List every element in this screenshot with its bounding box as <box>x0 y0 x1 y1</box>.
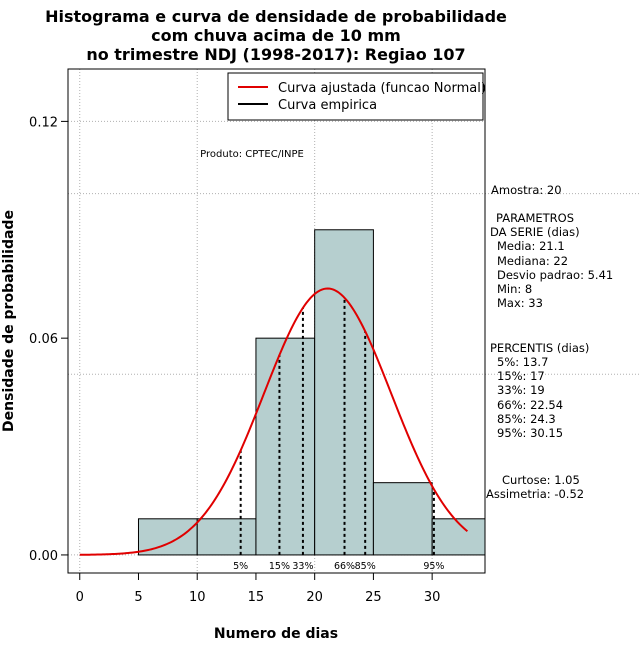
histogram-bar-4 <box>372 482 433 556</box>
skewness: Assimetria: -0.52 <box>486 487 584 501</box>
param-max: Max: 33 <box>497 296 543 310</box>
chart-title-line-1: Histograma e curva de densidade de proba… <box>45 7 507 26</box>
chart-title-line-3: no trimestre NDJ (1998-2017): Regiao 107 <box>86 45 465 64</box>
percentile-15: 15%: 17 <box>497 369 545 383</box>
percentile-85: 85%: 24.3 <box>497 412 556 426</box>
x-axis: 0 5 10 15 20 25 30 <box>76 572 441 605</box>
percentiles-header: PERCENTIS (dias) <box>490 341 589 355</box>
percentile-lines <box>239 297 435 555</box>
percentile-label-1: 15% <box>269 561 290 572</box>
percentile-95: 95%: 30.15 <box>497 426 563 440</box>
y-tick-label-1: 0.06 <box>29 332 58 347</box>
percentile-label-5: 95% <box>423 561 444 572</box>
histogram-bar-1 <box>196 518 257 556</box>
percentile-label-4: 85% <box>355 561 376 572</box>
normal-fit-curve <box>79 287 469 556</box>
percentile-label-3: 66% <box>334 561 355 572</box>
x-tick-label-6: 30 <box>424 590 441 605</box>
histogram-bar-0 <box>137 518 198 556</box>
params-header-1: PARAMETROS <box>496 211 574 225</box>
percentile-5: 5%: 13.7 <box>497 355 548 369</box>
legend-box <box>227 72 484 121</box>
params-header-2: DA SERIE (dias) <box>490 225 580 239</box>
x-tick-label-3: 15 <box>248 590 265 605</box>
legend: Curva ajustada (funcao Normal) Curva emp… <box>227 72 486 121</box>
chart-title-line-2: com chuva acima de 10 mm <box>151 26 401 45</box>
legend-label-fit: Curva ajustada (funcao Normal) <box>278 81 486 96</box>
stats-panel: Amostra: 20 PARAMETROS DA SERIE (dias) M… <box>486 183 613 501</box>
y-axis-label: Densidade de probabilidade <box>1 210 17 432</box>
x-tick-label-5: 25 <box>365 590 382 605</box>
x-tick-label-1: 5 <box>134 590 142 605</box>
x-tick-label-4: 20 <box>306 590 323 605</box>
kurtosis: Curtose: 1.05 <box>502 473 580 487</box>
param-min: Min: 8 <box>497 282 532 296</box>
x-axis-label: Numero de dias <box>214 626 338 642</box>
x-tick-label-2: 10 <box>189 590 206 605</box>
x-tick-label-0: 0 <box>76 590 84 605</box>
percentile-label-0: 5% <box>233 561 248 572</box>
percentile-66: 66%: 22.54 <box>497 398 563 412</box>
histogram-bar-2 <box>255 337 316 556</box>
y-tick-label-0: 0.00 <box>29 549 58 564</box>
normal-curve-layer <box>79 287 469 556</box>
legend-label-empirical: Curva empirica <box>278 98 377 113</box>
product-annotation: Produto: CPTEC/INPE <box>200 149 304 160</box>
percentile-33: 33%: 19 <box>497 383 545 397</box>
param-sd: Desvio padrao: 5.41 <box>497 268 613 282</box>
sample-size: Amostra: 20 <box>491 183 562 197</box>
y-tick-label-2: 0.12 <box>29 115 58 130</box>
percentile-labels: 5% 15% 33% 66% 85% 95% <box>233 561 444 572</box>
param-mean: Media: 21.1 <box>497 239 565 253</box>
param-median: Mediana: 22 <box>497 254 568 268</box>
y-axis: 0.00 0.06 0.12 <box>29 115 69 564</box>
percentile-label-2: 33% <box>292 561 313 572</box>
